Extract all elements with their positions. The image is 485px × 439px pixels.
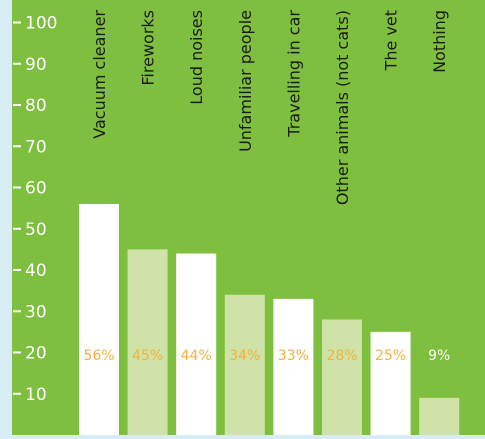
value-labels: 56% 45% 44% 34% 33% 28% 25% 9% [83,348,450,364]
y-tick-label: 10 [25,385,47,405]
y-tick-label: 40 [25,261,47,281]
value-label: 9% [428,348,450,364]
value-label: 28% [326,348,357,364]
y-tick-label: 20 [25,344,47,364]
y-tick-label: 100 [25,14,57,34]
y-tick-label: 30 [25,302,47,322]
y-tick-label: 50 [25,220,47,240]
category-label: Loud noises [187,10,206,105]
value-label: 44% [181,348,212,364]
value-label: 34% [229,348,260,364]
category-label: Travelling in car [284,10,303,138]
bar [273,298,314,435]
category-label: Nothing [430,10,449,73]
category-label: Fireworks [139,10,158,86]
category-label: Other animals (not cats) [333,10,352,205]
value-label: 25% [375,348,406,364]
bars [79,204,460,435]
bar [127,249,168,435]
y-axis: 10 20 30 40 50 60 70 80 90 100 [13,14,57,405]
bar [370,331,411,435]
category-label: The vet [382,10,401,71]
y-tick-label: 70 [25,137,47,157]
bar [224,294,265,435]
bar [419,397,460,435]
y-tick-label: 60 [25,179,47,199]
category-labels: Vacuum cleaner Fireworks Loud noises Unfami… [90,10,449,206]
bar [176,253,217,435]
category-label: Unfamiliar people [236,10,255,152]
category-label: Vacuum cleaner [90,10,109,139]
value-label: 56% [83,348,114,364]
bar [79,204,119,435]
y-tick-label: 80 [25,96,47,116]
y-tick-label: 90 [25,55,47,75]
value-label: 33% [278,348,309,364]
value-label: 45% [132,348,163,364]
bar [322,319,362,435]
